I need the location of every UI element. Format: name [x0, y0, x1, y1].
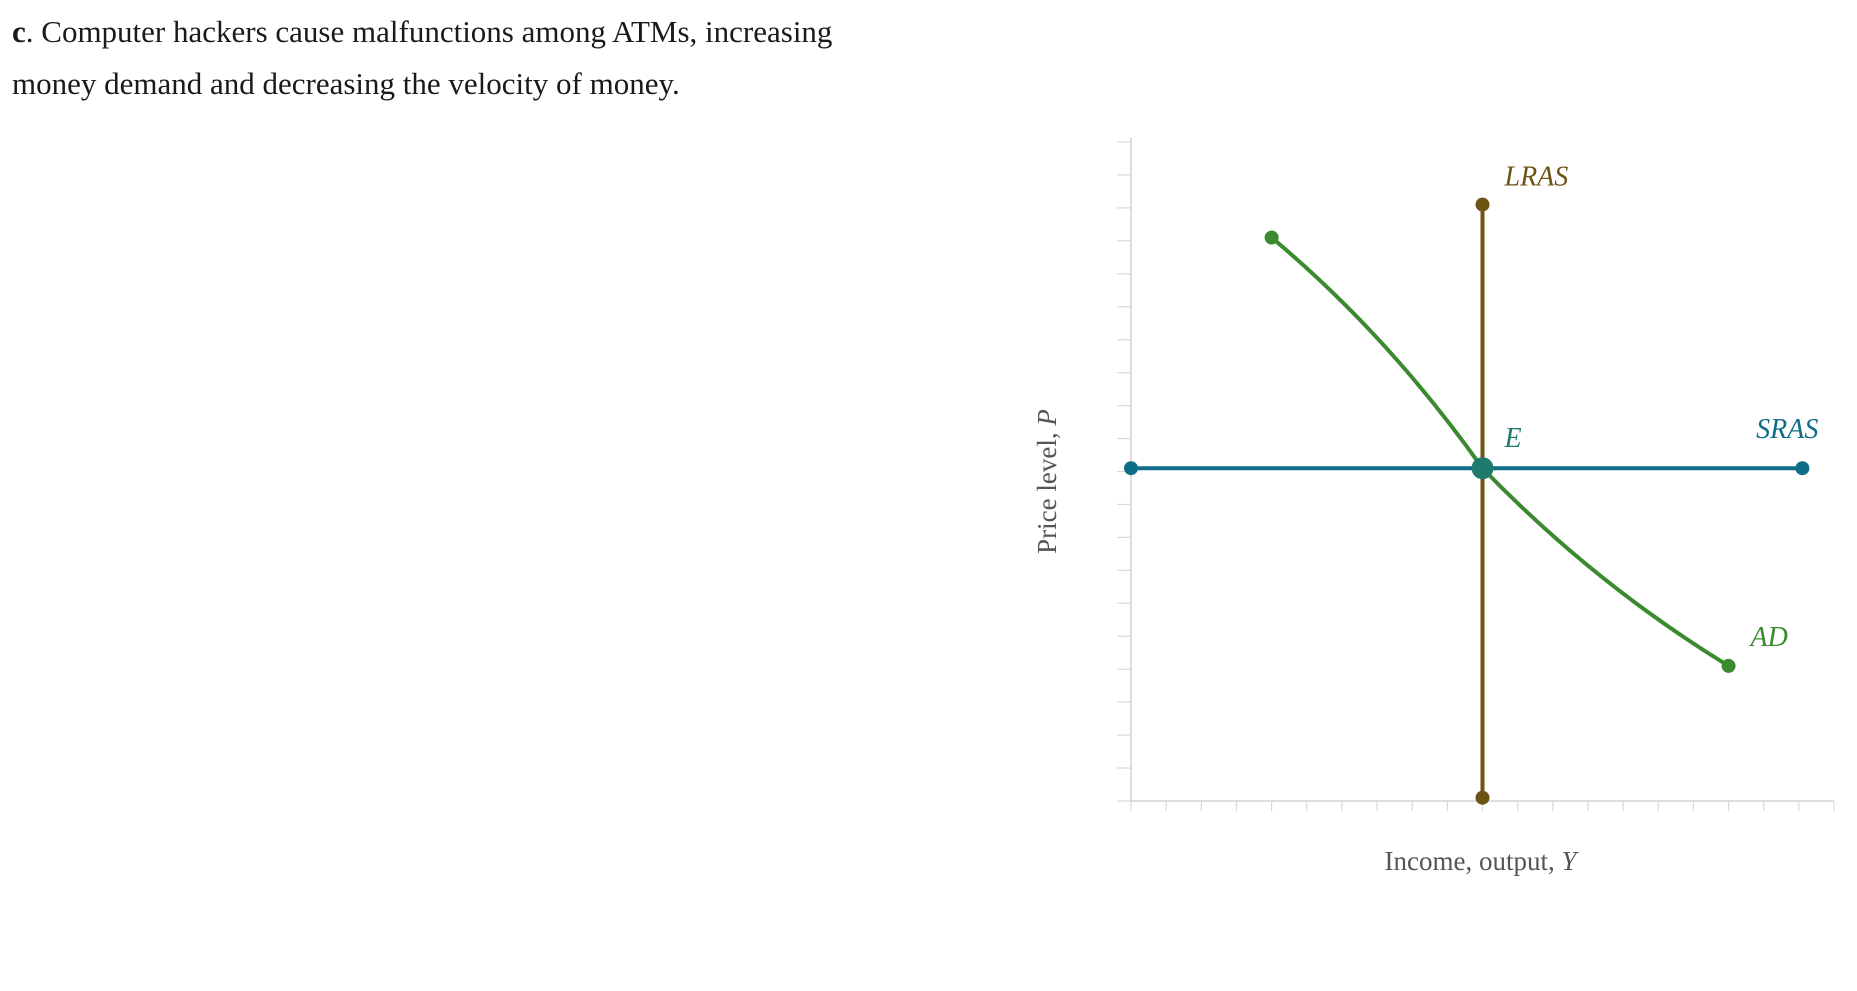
ad-bottom-handle[interactable] — [1721, 658, 1736, 673]
ad-top-handle[interactable] — [1264, 230, 1279, 245]
question-body: . Computer hackers cause malfunctions am… — [12, 14, 833, 101]
question-letter: c — [12, 14, 26, 49]
sras-left-handle[interactable] — [1124, 461, 1138, 476]
lras-label: LRAS — [1504, 162, 1569, 193]
y-axis-label: Price level, P — [1032, 409, 1062, 554]
lras-bottom-handle[interactable] — [1475, 790, 1490, 805]
x-axis-label: Income, output, Y — [1385, 846, 1580, 876]
equilibrium-point[interactable] — [1471, 457, 1494, 480]
ad-label: AD — [1749, 622, 1788, 653]
equilibrium-label: E — [1504, 423, 1522, 454]
sras-right-handle[interactable] — [1795, 461, 1810, 476]
ad-curve — [1270, 236, 1730, 668]
curves — [1131, 204, 1803, 798]
sras-label: SRAS — [1756, 414, 1818, 445]
question-text: c. Computer hackers cause malfunctions a… — [12, 6, 872, 110]
lras-top-handle[interactable] — [1475, 197, 1490, 212]
curve-handles — [1124, 197, 1810, 805]
